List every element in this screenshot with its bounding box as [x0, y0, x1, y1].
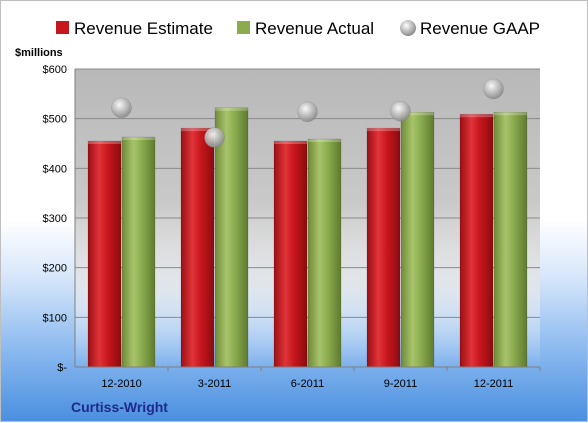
revenue-actual-bar: [307, 138, 342, 368]
axes: $- $100 $200 $300 $400 $500 $600 12-2010 3-2011 6…: [43, 64, 541, 390]
y-axis-unit-label: $millions: [15, 47, 63, 59]
revenue-actual-bar-cap: [122, 137, 155, 141]
revenue-estimate-bar-cap: [88, 141, 121, 145]
x-tick-label: 3-2011: [198, 378, 231, 390]
bars: [87, 107, 528, 368]
revenue-actual-bar-cap: [401, 112, 434, 116]
revenue-actual-bar: [121, 136, 156, 368]
legend-swatch-revenue-actual: [237, 21, 250, 34]
y-tick-label: $100: [43, 312, 67, 324]
revenue-estimate-bar-cap: [274, 141, 307, 145]
revenue-gaap-marker: [111, 97, 132, 118]
revenue-estimate-bar: [273, 140, 308, 368]
gaap-markers: [111, 78, 504, 148]
revenue-estimate-bar-cap: [367, 128, 400, 132]
legend-label-revenue-gaap: Revenue GAAP: [420, 19, 540, 38]
x-tick-label: 12-2010: [101, 378, 141, 390]
y-tick-label: $500: [43, 114, 67, 126]
legend-swatch-revenue-estimate: [56, 21, 69, 34]
revenue-gaap-marker: [390, 100, 411, 122]
revenue-estimate-bar-cap: [460, 114, 493, 118]
revenue-estimate-bar: [459, 113, 494, 368]
revenue-estimate-bar: [366, 127, 401, 368]
legend: Revenue Estimate Revenue Actual Revenue …: [56, 19, 540, 38]
x-tick-label: 12-2011: [474, 378, 514, 390]
revenue-actual-bar-cap: [215, 107, 248, 111]
y-tick-label: $-: [57, 362, 67, 374]
revenue-estimate-bar: [87, 140, 122, 368]
legend-swatch-revenue-gaap: [400, 20, 416, 36]
revenue-gaap-marker: [483, 78, 504, 100]
y-tick-label: $400: [43, 163, 67, 175]
legend-label-revenue-estimate: Revenue Estimate: [74, 19, 213, 38]
revenue-actual-bar: [493, 111, 528, 368]
legend-label-revenue-actual: Revenue Actual: [255, 19, 374, 38]
x-tick-label: 9-2011: [384, 378, 417, 390]
revenue-gaap-marker: [297, 101, 318, 122]
company-name: Curtiss-Wright: [71, 399, 168, 415]
y-tick-label: $600: [43, 64, 67, 76]
x-tick-label: 6-2011: [291, 378, 324, 390]
revenue-estimate-bar: [180, 127, 215, 368]
revenue-estimate-bar-cap: [181, 128, 214, 132]
y-tick-label: $300: [43, 213, 67, 225]
revenue-gaap-marker: [204, 127, 225, 148]
y-tick-label: $200: [43, 263, 67, 275]
revenue-actual-bar-cap: [308, 139, 341, 143]
revenue-actual-bar: [400, 111, 435, 368]
revenue-actual-bar-cap: [494, 112, 527, 116]
revenue-actual-bar: [214, 107, 249, 368]
